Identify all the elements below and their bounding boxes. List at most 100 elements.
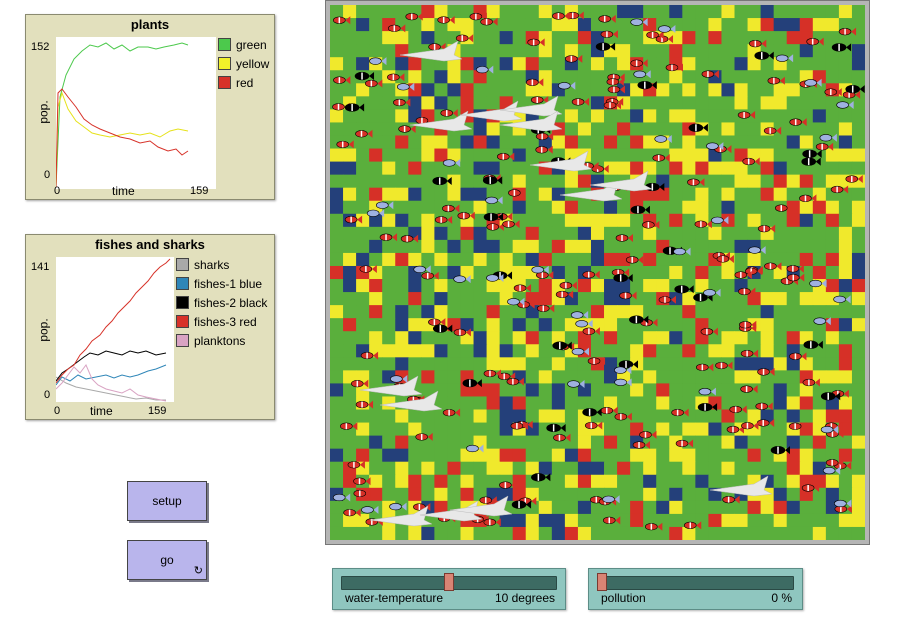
pollution-slider[interactable]: pollution 0 % (588, 568, 803, 610)
patch (421, 18, 435, 32)
patch (330, 435, 344, 450)
patch (617, 18, 631, 32)
patch (330, 331, 344, 345)
patch (682, 213, 696, 228)
patch (538, 187, 553, 202)
patch (343, 161, 357, 176)
patch (838, 331, 853, 345)
patch (590, 513, 605, 528)
patch (851, 252, 865, 267)
slider-track[interactable] (597, 576, 794, 590)
patch (382, 279, 396, 293)
patch (617, 487, 631, 502)
slider-thumb[interactable] (597, 573, 607, 591)
patch (460, 305, 475, 319)
slider-thumb[interactable] (444, 573, 454, 591)
patch (734, 135, 749, 150)
patch (408, 344, 422, 358)
patch (682, 18, 696, 32)
patch (434, 252, 448, 267)
patch (812, 526, 827, 540)
patch (512, 331, 527, 345)
patch (577, 135, 592, 150)
patch (564, 239, 579, 254)
patch (590, 148, 605, 163)
patch (512, 70, 527, 84)
patch (838, 5, 853, 19)
patch (408, 526, 422, 540)
patch (721, 409, 736, 424)
patch (382, 83, 396, 97)
fish-icon (716, 254, 734, 263)
world-canvas[interactable] (330, 5, 865, 540)
fish-icon (757, 224, 776, 233)
patch (356, 96, 370, 110)
patch (708, 83, 722, 97)
patch (395, 148, 409, 163)
patch (747, 83, 762, 97)
patch (669, 70, 683, 84)
patch (343, 122, 357, 136)
patch (773, 435, 788, 450)
patch (799, 409, 814, 424)
patch (721, 500, 736, 515)
patch (343, 239, 357, 254)
patch (812, 96, 827, 110)
patch (838, 396, 853, 411)
patch (538, 409, 553, 424)
patch (499, 357, 514, 371)
patch (669, 213, 683, 228)
patch (708, 226, 722, 241)
patch (825, 409, 840, 424)
patch (656, 305, 670, 319)
patch (799, 44, 814, 58)
fish-icon (486, 273, 504, 282)
patch (499, 57, 514, 71)
patch (669, 44, 683, 58)
water-temperature-slider[interactable]: water-temperature 10 degrees (332, 568, 566, 610)
patch (486, 135, 501, 150)
patch (838, 474, 853, 489)
shark-icon (369, 505, 433, 527)
patch (473, 148, 488, 163)
patch (669, 357, 683, 371)
patch (773, 305, 788, 319)
patch (617, 161, 631, 176)
patch (617, 448, 631, 463)
patch (825, 226, 840, 241)
setup-button[interactable]: setup (127, 481, 207, 521)
patch (525, 409, 540, 424)
patch (604, 461, 618, 476)
patch (408, 187, 422, 202)
patch (695, 5, 709, 19)
patch (682, 357, 696, 371)
patch (447, 187, 461, 202)
world-view[interactable] (325, 0, 870, 545)
patch (408, 174, 422, 189)
patch (734, 461, 749, 476)
patch (812, 331, 827, 345)
patch (343, 226, 357, 241)
legend-item-yellow: yellow (218, 54, 269, 73)
fish-icon (442, 408, 461, 417)
patch (630, 122, 644, 136)
patch (395, 265, 409, 280)
patch (369, 135, 383, 150)
patch (695, 448, 709, 463)
patch (369, 239, 383, 254)
patch (525, 396, 540, 411)
patch (512, 18, 527, 32)
patch (604, 148, 618, 163)
patch (747, 57, 762, 71)
patch (408, 239, 422, 254)
go-button[interactable]: go ↻ (127, 540, 207, 580)
patch (408, 70, 422, 84)
patch (356, 279, 370, 293)
patch (564, 422, 579, 437)
patch (473, 409, 488, 424)
fish-icon (376, 201, 394, 210)
patch (525, 292, 540, 306)
patch (525, 226, 540, 241)
patch (669, 226, 683, 241)
fish-icon (389, 502, 407, 511)
